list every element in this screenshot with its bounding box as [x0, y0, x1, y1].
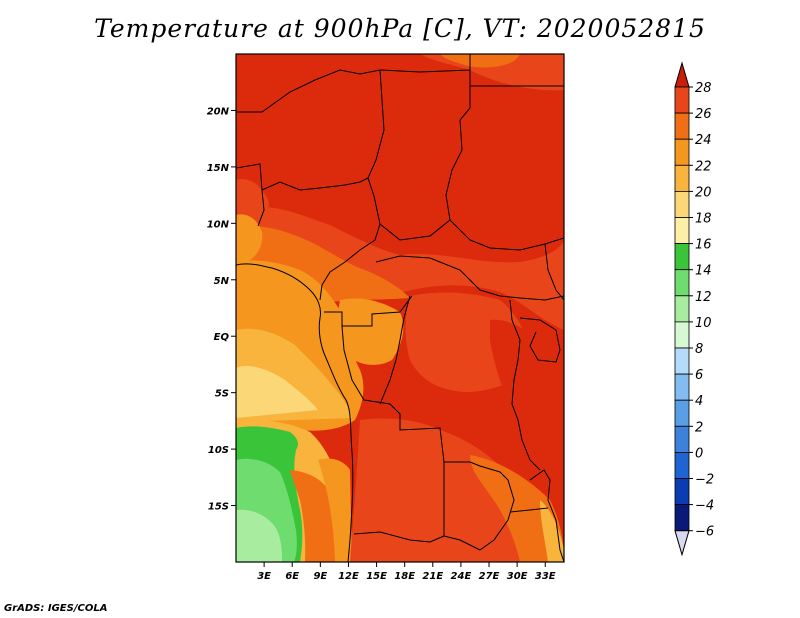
lon-tick-label: 27E [479, 571, 500, 582]
colorbar-box [674, 399, 690, 427]
colorbar-box [674, 478, 690, 506]
colorbar-label: 14 [695, 264, 712, 279]
lon-tick-label: 9E [313, 571, 327, 582]
colorbar-label: −2 [695, 473, 714, 488]
colorbar-label: 24 [695, 133, 712, 148]
colorbar-label: 4 [695, 394, 703, 409]
lon-tick-label: 24E [451, 571, 472, 582]
lon-tick-label: 6E [285, 571, 299, 582]
colorbar-label: 26 [695, 107, 712, 122]
colorbar-box [674, 373, 690, 401]
colorbar-under-triangle [674, 530, 690, 557]
lon-tick-label: 21E [422, 571, 443, 582]
footer-credit: GrADS: IGES/COLA [4, 603, 108, 614]
lat-tick-label: 5N [214, 276, 230, 287]
colorbar-label: 8 [695, 342, 703, 357]
colorbar-box [674, 164, 690, 192]
colorbar-box [674, 243, 690, 271]
colorbar-box [674, 425, 690, 453]
lat-tick-label: 20N [207, 106, 230, 117]
colorbar-label: −6 [695, 525, 714, 540]
lon-tick-label: 3E [257, 571, 271, 582]
lat-tick-label: 15N [207, 163, 230, 174]
colorbar-label: 0 [695, 446, 703, 461]
colorbar-label: 16 [695, 238, 712, 253]
colorbar-label: 28 [695, 81, 712, 96]
colorbar-label: 18 [695, 212, 712, 227]
colorbar-box [674, 190, 690, 218]
map-frame [235, 53, 565, 563]
colorbar-label: 12 [695, 290, 712, 305]
colorbar-label: −4 [695, 499, 714, 514]
colorbar-box [674, 269, 690, 297]
colorbar-over-triangle [674, 61, 690, 88]
lon-tick-label: 15E [366, 571, 387, 582]
lon-tick-label: 12E [338, 571, 359, 582]
colorbar-label: 6 [695, 368, 703, 383]
colorbar-label: 2 [695, 420, 703, 435]
colorbar-box [674, 138, 690, 166]
colorbar-box [674, 86, 690, 114]
colorbar-label: 20 [695, 185, 712, 200]
lat-tick-label: EQ [214, 332, 230, 343]
lon-tick-label: 33E [535, 571, 556, 582]
colorbar-box [674, 347, 690, 375]
latitude-axis: 20N 15N 10N 5N EQ 5S 10S 15S [207, 106, 236, 513]
colorbar-box [674, 451, 690, 479]
lat-tick-label: 10N [207, 219, 230, 230]
longitude-axis: 3E 6E 9E 12E 15E 18E 21E 24E 27E 30E 33E [257, 562, 556, 582]
lat-tick-label: 15S [208, 502, 229, 513]
colorbar-label: 10 [695, 316, 712, 331]
colorbar-box [674, 112, 690, 140]
colorbar-box [674, 504, 690, 532]
lon-tick-label: 30E [507, 571, 528, 582]
colorbar-box [674, 217, 690, 245]
map-title: Temperature at 900hPa [C], VT: 202005281… [94, 14, 706, 43]
lat-tick-label: 10S [208, 445, 229, 456]
colorbar-label: 22 [695, 159, 712, 174]
country-borders [236, 54, 564, 562]
colorbar-box [674, 295, 690, 323]
temperature-field [236, 54, 564, 562]
colorbar-box [674, 321, 690, 349]
lon-tick-label: 18E [394, 571, 415, 582]
lat-tick-label: 5S [215, 389, 229, 400]
